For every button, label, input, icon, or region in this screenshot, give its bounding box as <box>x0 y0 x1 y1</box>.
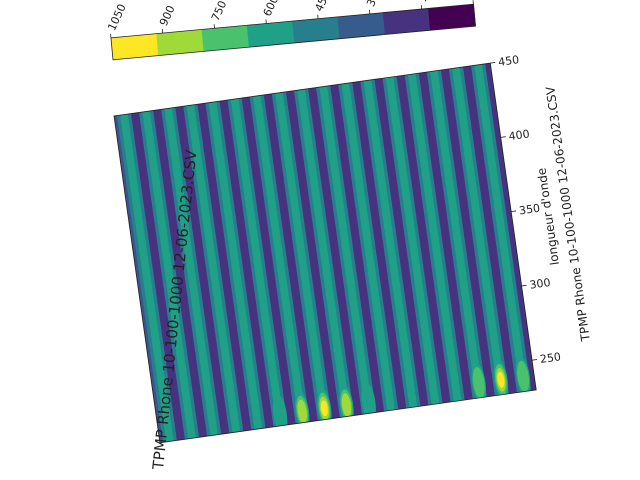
hotspot-contour <box>272 394 288 435</box>
contour-band-high <box>208 101 263 430</box>
hotspot-contour <box>341 393 352 418</box>
contour-band-high <box>297 89 351 418</box>
contour-band-low <box>440 68 495 397</box>
colorbar-tick-label: 750 <box>209 0 230 23</box>
colorbar: 0153004506007509001050 <box>105 0 476 61</box>
contour-band-high <box>142 110 196 439</box>
contour-band-low <box>352 81 407 410</box>
contour-band-low <box>418 72 473 400</box>
contour-band-low <box>197 103 252 432</box>
hotspot-contour <box>472 366 485 399</box>
y-tick-label: 350 <box>518 202 541 218</box>
colorbar-tick-label: 1050 <box>105 2 129 33</box>
contour-band-high <box>275 92 329 421</box>
colorbar-tick-label: 15 <box>416 0 434 4</box>
contour-band-high <box>186 104 241 433</box>
y-tick <box>490 62 496 64</box>
colorbar-band <box>382 8 431 35</box>
contour-band-high <box>120 114 174 442</box>
colorbar-band <box>428 4 476 31</box>
colorbar-tick-label: 300 <box>364 0 385 9</box>
contour-band-high <box>363 79 418 408</box>
plot-frame <box>113 62 537 444</box>
y-tick-label: 250 <box>539 350 562 366</box>
y-tick-label: 450 <box>497 53 520 69</box>
y-tick <box>511 210 517 213</box>
contour-band-low <box>374 78 429 407</box>
contour-band-low <box>153 109 208 438</box>
hotspot-contour <box>297 399 307 424</box>
contour-band-low <box>175 106 230 435</box>
colorbar-bands <box>110 4 476 60</box>
contour-band-high <box>385 76 440 405</box>
colorbar-band <box>337 12 386 39</box>
hotspot-contour <box>361 382 376 422</box>
contour-band-high <box>253 95 307 424</box>
hotspot-contour <box>497 371 505 388</box>
contour-band-high <box>230 98 285 427</box>
y-tick <box>500 136 506 138</box>
contour-band-high <box>474 64 528 393</box>
y-tick <box>521 284 527 287</box>
contour-band-low <box>330 84 385 413</box>
contour-hotspots <box>272 356 531 435</box>
contour-band-high <box>319 86 373 414</box>
contour-band-high <box>341 82 396 411</box>
y-tick-label: 300 <box>529 276 552 292</box>
contour-band-low <box>263 93 318 422</box>
contour-band-high <box>452 67 506 396</box>
contour-band-high <box>164 107 218 436</box>
colorbar-band <box>110 33 159 60</box>
colorbar-tick-label: 450 <box>312 0 333 14</box>
y-axis: 250 300 350 400 450 <box>490 53 562 366</box>
colorbar-band <box>246 21 295 48</box>
y-tick-label: 400 <box>508 127 531 143</box>
contour-band-low <box>396 75 451 404</box>
hotspot-contour <box>320 400 328 417</box>
contour-band-high <box>407 73 462 402</box>
hotspot-contour <box>517 360 530 393</box>
contour-band-high <box>430 70 484 399</box>
contour-band-low <box>219 100 274 428</box>
contour-stripes <box>116 63 537 443</box>
colorbar-tick-label: 600 <box>261 0 282 18</box>
contour-band-low <box>308 87 363 416</box>
colorbar-frame <box>110 3 476 61</box>
colorbar-band <box>292 16 341 43</box>
contour-band-low <box>131 112 185 441</box>
colorbar-band <box>156 29 205 56</box>
contour-band-low <box>285 90 340 419</box>
colorbar-band <box>201 25 250 52</box>
y-tick <box>531 359 538 361</box>
colorbar-tick-label: 900 <box>157 3 178 28</box>
contour-band-low <box>241 96 296 425</box>
contour-band-low <box>463 65 517 394</box>
